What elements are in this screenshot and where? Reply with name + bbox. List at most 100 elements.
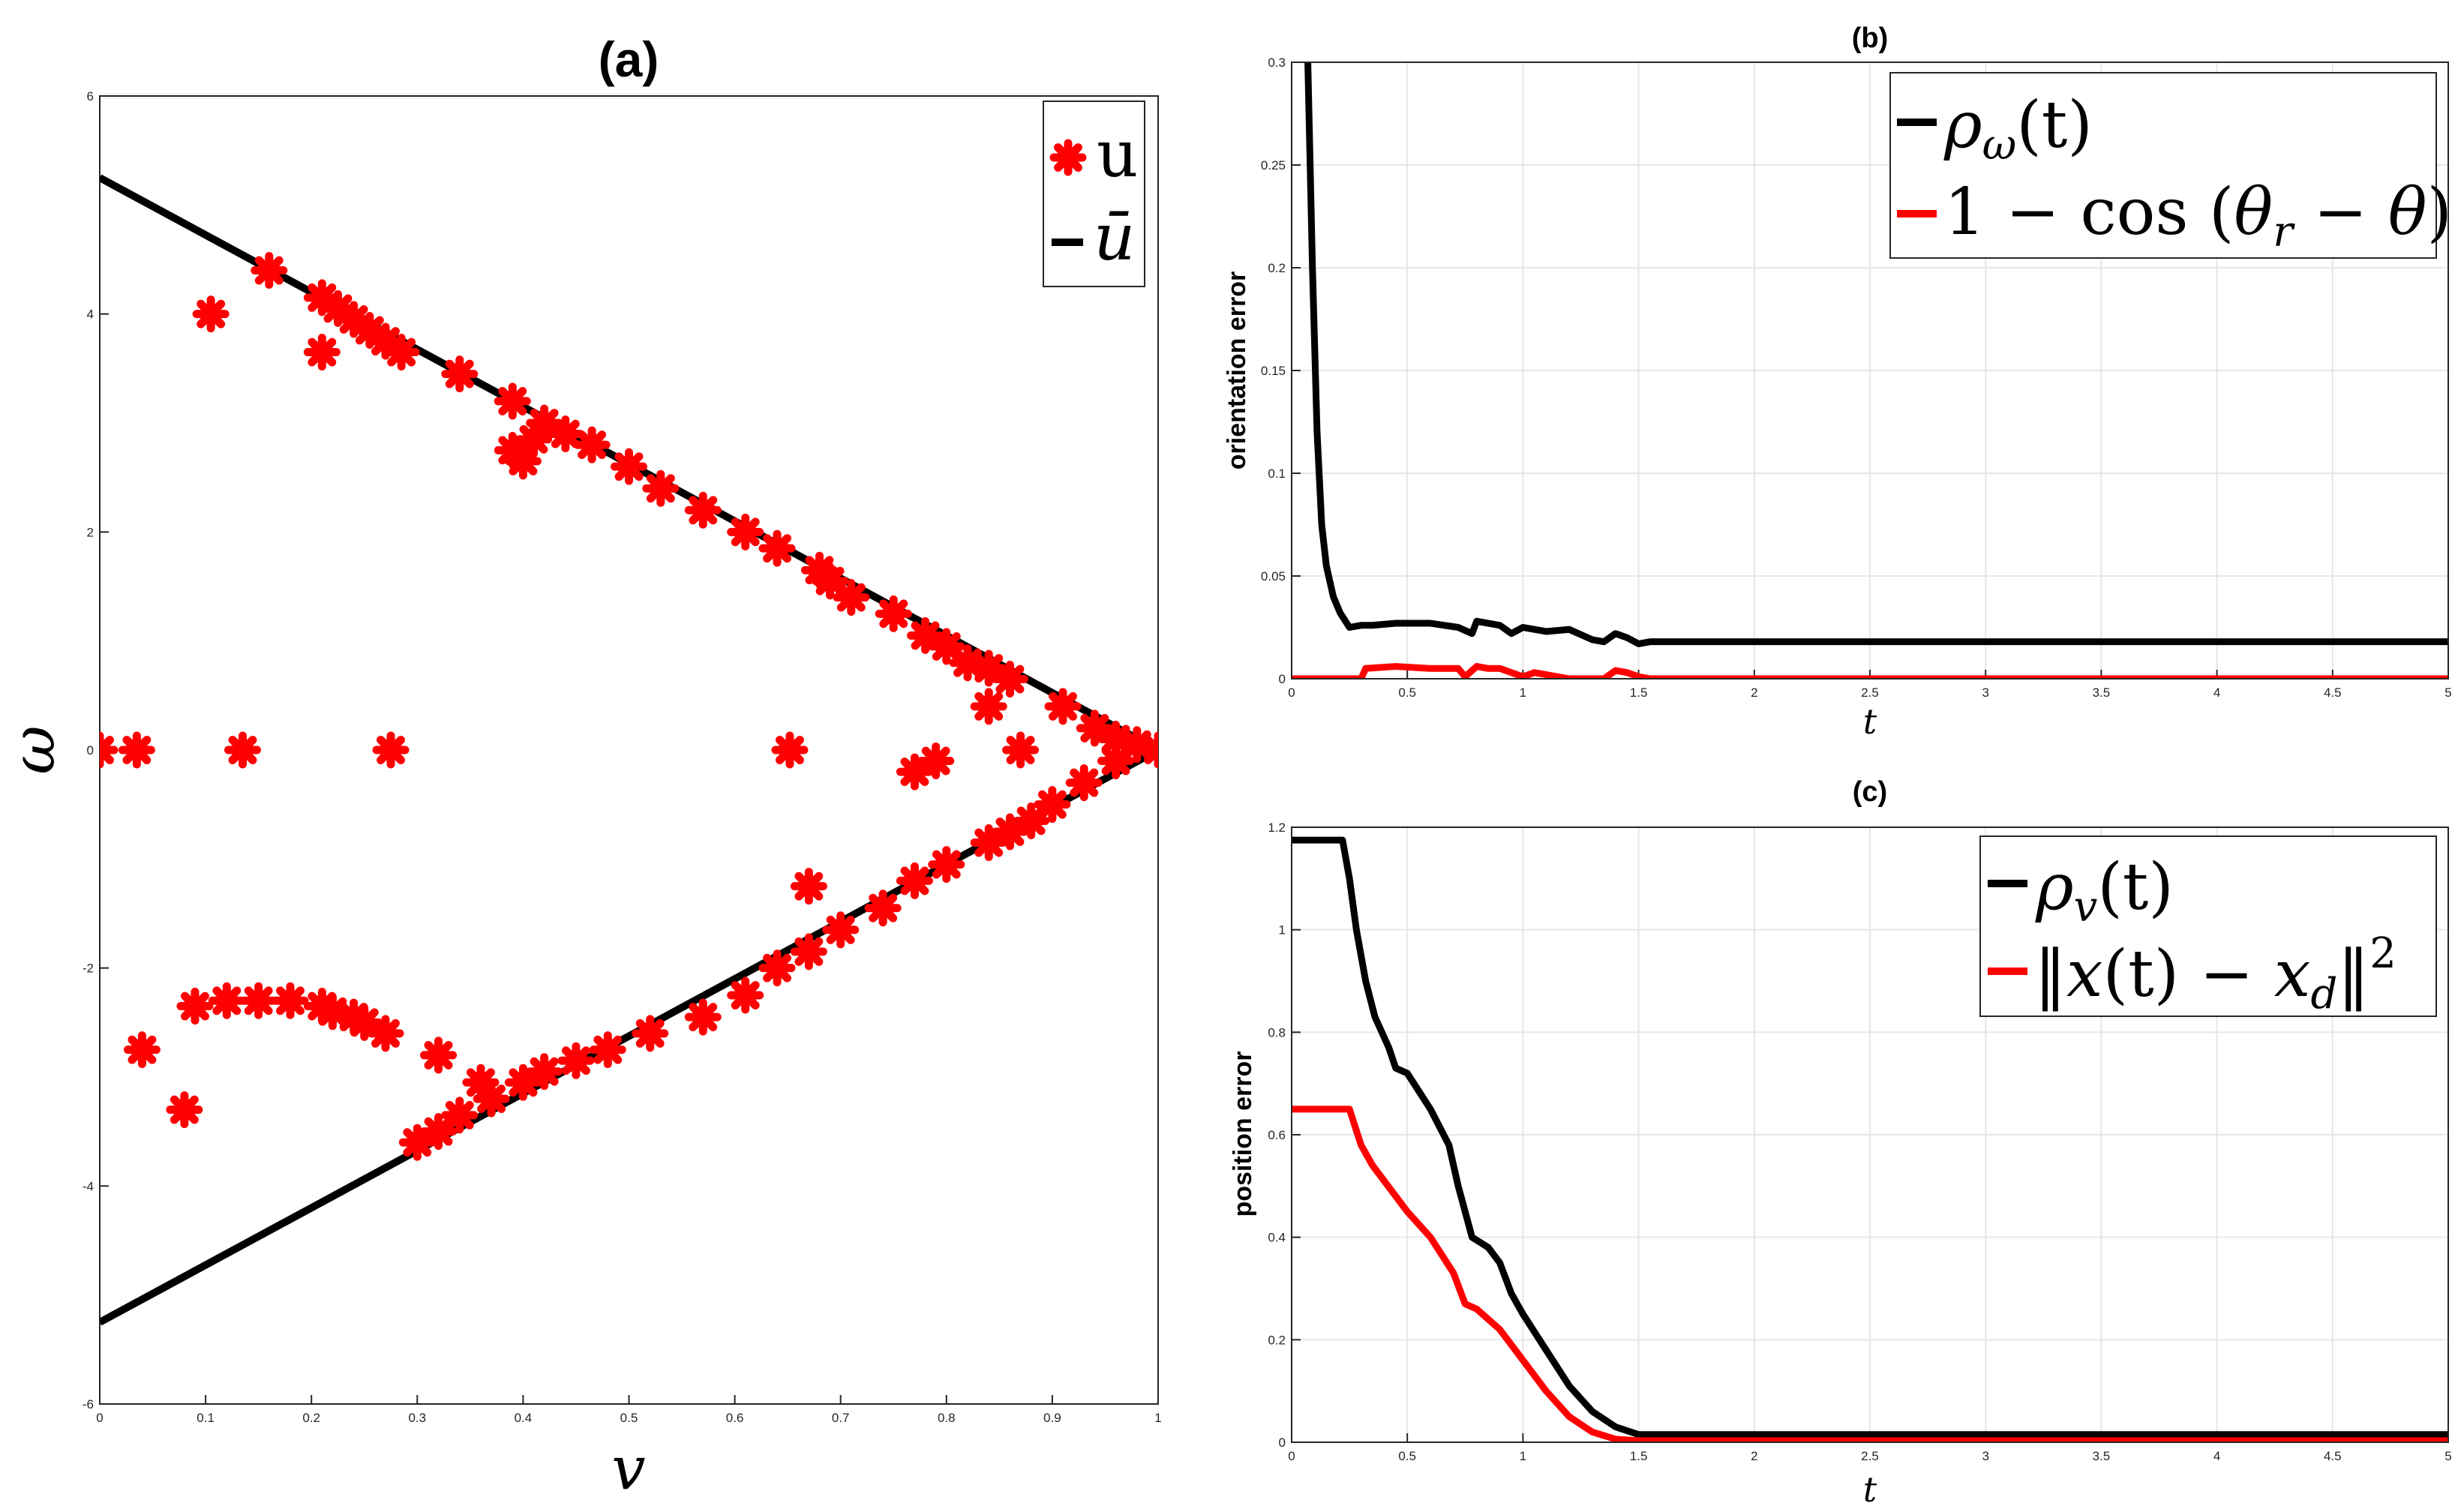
u-point [1044, 688, 1082, 725]
u-point [758, 530, 796, 567]
u-point [372, 731, 410, 769]
x-tick-label: 0.6 [726, 1411, 744, 1425]
y-tick-label: 2 [87, 525, 94, 539]
y-tick-label: 0.3 [1268, 56, 1286, 70]
panel-c-title: (c) [1853, 776, 1887, 808]
u-point [208, 982, 245, 1019]
x-tick-label: 1 [1520, 686, 1526, 700]
u-point [1118, 726, 1156, 764]
u-point [758, 950, 796, 987]
u-point [1002, 731, 1040, 769]
panel-a-legend-box [1043, 100, 1145, 287]
u-point [272, 982, 309, 1019]
u-point [420, 1036, 458, 1074]
u-point [224, 731, 261, 769]
x-tick-label: 1 [1520, 1449, 1526, 1463]
x-tick-label: 3.5 [2093, 686, 2111, 700]
u-point [822, 911, 860, 949]
u-point [928, 628, 965, 665]
u-point [420, 1113, 458, 1150]
legend-rho-v-label: ρv(t) [2035, 850, 2174, 932]
y-tick-label: 0.6 [1268, 1128, 1286, 1142]
panel-c: (c) 0 0.5 1 1.5 2 2.5 3 3.5 4 4.5 5 0 0.2 0.4 0.6 0.8 1… [1229, 776, 2452, 1509]
u-point [123, 1031, 161, 1069]
legend-ubar-label: ū [1094, 200, 1135, 275]
x-tick-label: 4.5 [2324, 686, 2342, 700]
u-point [1034, 786, 1071, 824]
x-tick-label: 4.5 [2324, 1449, 2342, 1463]
x-tick-label: 0.9 [1043, 1411, 1061, 1425]
u-point [928, 846, 965, 884]
x-tick-label: 3.5 [2093, 1449, 2111, 1463]
x-tick-label: 5 [2444, 686, 2451, 700]
panel-b-axes-box [1291, 62, 2449, 680]
y-tick-label: -2 [83, 962, 94, 976]
u-point [642, 470, 680, 507]
u-point [441, 1096, 479, 1134]
panel-b: (b) 0 0.5 1 1.5 2 2.5 3 3.5 4 4.5 5 0 0.05 0.1 0.15 0.… [1223, 22, 2452, 742]
series-line-red [1292, 1106, 2448, 1442]
series-line-red [1292, 663, 2448, 679]
y-tick-label: 0.8 [1268, 1025, 1286, 1040]
u-point [367, 1015, 404, 1052]
u-point [949, 644, 986, 682]
series-line-black [1304, 62, 2448, 647]
u-point [303, 334, 341, 371]
panel-a-axes-box [99, 95, 1159, 1405]
u-point [632, 1015, 669, 1052]
panel-c-legend-box [1979, 836, 2437, 1017]
u-point [118, 731, 155, 769]
u-point [864, 890, 902, 927]
panel-c-axes-box [1291, 826, 2449, 1443]
panel-a-y-ticks: -6 -4 -2 0 2 4 6 [83, 89, 109, 1412]
y-tick-label: -4 [83, 1179, 94, 1193]
x-tick-label: 0 [1288, 686, 1295, 700]
u-point [970, 688, 1007, 725]
panel-c-y-ticks: 0 0.2 0.4 0.6 0.8 1 1.2 [1268, 820, 1301, 1450]
u-point [1065, 764, 1103, 802]
y-tick-label: 0.1 [1268, 466, 1286, 481]
x-tick-label: 0.3 [408, 1411, 426, 1425]
legend-norm-label: ‖x(t) − xd‖2 [2034, 929, 2396, 1018]
x-tick-label: 0.4 [515, 1411, 533, 1425]
panel-b-legend-box [1889, 72, 2437, 259]
panel-b-series [1292, 62, 2448, 679]
u-point [176, 988, 214, 1025]
x-tick-label: 1.5 [1630, 686, 1648, 700]
u-point [875, 595, 912, 632]
panel-b-y-ticks: 0 0.05 0.1 0.15 0.2 0.25 0.3 [1261, 56, 1301, 686]
u-point [833, 579, 870, 616]
panel-a-scatter-series [100, 252, 1158, 1161]
u-point [192, 296, 230, 333]
x-tick-label: 0.5 [1398, 686, 1416, 700]
u-point [970, 824, 1007, 862]
u-point [790, 868, 827, 905]
u-point [896, 753, 933, 790]
u-point [100, 731, 119, 769]
u-point [494, 382, 531, 420]
panel-b-y-label: orientation error [1223, 272, 1251, 470]
panel-b-title: (b) [1852, 22, 1889, 54]
u-point [589, 1031, 626, 1069]
u-point [441, 356, 479, 393]
u-point [462, 1064, 500, 1101]
u-point [771, 731, 809, 769]
u-point [1139, 731, 1158, 769]
u-point [727, 976, 764, 1014]
x-tick-label: 1 [1154, 1411, 1161, 1425]
y-tick-label: 0 [1279, 672, 1286, 686]
y-tick-label: 1.2 [1268, 820, 1286, 835]
u-point [790, 933, 827, 970]
u-point [573, 426, 611, 464]
u-point [547, 416, 584, 453]
y-tick-label: 0.2 [1268, 1333, 1286, 1347]
x-tick-label: 3 [1982, 686, 1988, 700]
panel-a-legend: u ū [1043, 100, 1145, 287]
panel-c-y-label: position error [1229, 1051, 1257, 1216]
panel-a-title: (a) [599, 32, 659, 87]
x-tick-label: 0.8 [938, 1411, 956, 1425]
panel-a-x-ticks: 0 0.1 0.2 0.3 0.4 0.5 0.6 0.7 0.8 0.9 1 [96, 1395, 1162, 1425]
panel-b-x-label: t [1863, 701, 1877, 742]
u-point [504, 1064, 542, 1101]
y-tick-label: 0.15 [1261, 364, 1286, 378]
